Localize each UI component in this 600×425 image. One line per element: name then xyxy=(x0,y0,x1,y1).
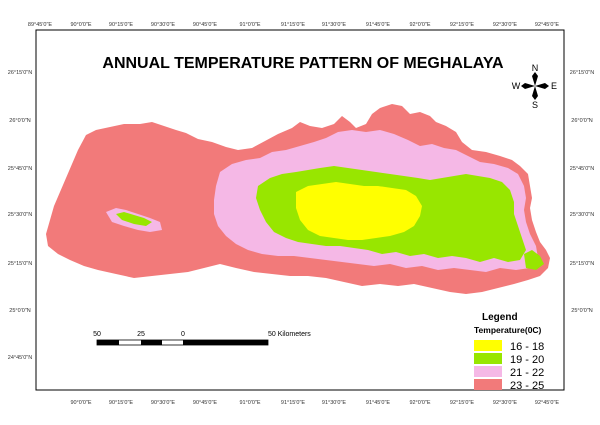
top-tick-label: 92°30'0"E xyxy=(493,22,517,28)
top-tick-label: 92°15'0"E xyxy=(450,22,474,28)
bottom-tick-label: 91°30'0"E xyxy=(322,400,346,406)
left-tick-label: 25°30'0"N xyxy=(8,212,32,218)
compass-west-point xyxy=(521,83,535,89)
north-arrow-icon: N S W E xyxy=(512,63,557,110)
scale-label: 0 xyxy=(181,331,185,338)
top-tick-label: 91°30'0"E xyxy=(322,22,346,28)
top-tick-label: 91°15'0"E xyxy=(281,22,305,28)
top-tick-label: 90°15'0"E xyxy=(109,22,133,28)
compass-south-point xyxy=(532,86,538,100)
top-tick-labels: 89°45'0"E 90°0'0"E 90°15'0"E 90°30'0"E 9… xyxy=(28,22,559,28)
left-tick-label: 26°15'0"N xyxy=(8,70,32,76)
legend-swatch xyxy=(474,353,502,364)
legend: Legend Temperature(0C) 16 - 18 19 - 20 2… xyxy=(474,312,544,392)
top-tick-label: 90°30'0"E xyxy=(151,22,175,28)
compass-east-point xyxy=(535,83,549,89)
top-tick-label: 92°45'0"E xyxy=(535,22,559,28)
bottom-tick-label: 91°0'0"E xyxy=(239,400,260,406)
scale-label: 50 Kilometers xyxy=(268,331,311,338)
top-tick-label: 90°45'0"E xyxy=(193,22,217,28)
bottom-tick-label: 90°45'0"E xyxy=(193,400,217,406)
legend-title: Legend xyxy=(482,312,518,323)
left-tick-label: 26°0'0"N xyxy=(9,118,30,124)
legend-label: 23 - 25 xyxy=(510,380,544,392)
compass-n-label: N xyxy=(532,63,539,73)
legend-item: 19 - 20 xyxy=(474,353,544,366)
left-tick-label: 25°45'0"N xyxy=(8,166,32,172)
left-tick-label: 25°15'0"N xyxy=(8,261,32,267)
top-tick-label: 89°45'0"E xyxy=(28,22,52,28)
bottom-tick-label: 92°30'0"E xyxy=(493,400,517,406)
map-title: ANNUAL TEMPERATURE PATTERN OF MEGHALAYA xyxy=(102,55,504,72)
scale-label: 50 xyxy=(93,331,101,338)
region-19-20 xyxy=(524,250,544,270)
right-tick-label: 25°30'0"N xyxy=(570,212,594,218)
legend-swatch xyxy=(474,366,502,377)
legend-swatch xyxy=(474,379,502,390)
region-19-20 xyxy=(116,212,152,226)
right-tick-label: 25°0'0"N xyxy=(571,308,592,314)
top-tick-label: 90°0'0"E xyxy=(70,22,91,28)
bottom-tick-label: 90°30'0"E xyxy=(151,400,175,406)
top-tick-label: 91°0'0"E xyxy=(239,22,260,28)
scale-segment xyxy=(183,340,268,345)
region-16-18 xyxy=(296,182,422,240)
legend-label: 21 - 22 xyxy=(510,367,544,379)
compass-north-point xyxy=(532,72,538,86)
legend-label: 19 - 20 xyxy=(510,354,544,366)
right-tick-label: 25°15'0"N xyxy=(570,261,594,267)
meghalaya-map xyxy=(46,104,550,294)
bottom-tick-label: 92°15'0"E xyxy=(450,400,474,406)
bottom-tick-label: 91°45'0"E xyxy=(366,400,390,406)
legend-subtitle: Temperature(0C) xyxy=(474,325,542,335)
compass-e-label: E xyxy=(551,81,557,91)
scale-bar: 50 25 0 50 Kilometers xyxy=(93,331,311,346)
compass-w-label: W xyxy=(512,81,521,91)
bottom-tick-label: 90°15'0"E xyxy=(109,400,133,406)
right-tick-labels: 26°15'0"N 26°0'0"N 25°45'0"N 25°30'0"N 2… xyxy=(570,70,594,314)
right-tick-label: 26°0'0"N xyxy=(571,118,592,124)
compass-s-label: S xyxy=(532,100,538,110)
left-tick-label: 24°45'0"N xyxy=(8,355,32,361)
legend-item: 21 - 22 xyxy=(474,366,544,379)
top-tick-label: 92°0'0"E xyxy=(409,22,430,28)
top-tick-label: 91°45'0"E xyxy=(366,22,390,28)
left-tick-labels: 26°15'0"N 26°0'0"N 25°45'0"N 25°30'0"N 2… xyxy=(8,70,32,361)
bottom-tick-label: 92°0'0"E xyxy=(409,400,430,406)
legend-item: 16 - 18 xyxy=(474,340,544,353)
bottom-tick-labels: 90°0'0"E 90°15'0"E 90°30'0"E 90°45'0"E 9… xyxy=(70,400,559,406)
left-tick-label: 25°0'0"N xyxy=(9,308,30,314)
scale-segment xyxy=(97,340,119,345)
legend-item: 23 - 25 xyxy=(474,379,544,392)
legend-swatch xyxy=(474,340,502,351)
right-tick-label: 26°15'0"N xyxy=(570,70,594,76)
scale-label: 25 xyxy=(137,331,145,338)
bottom-tick-label: 91°15'0"E xyxy=(281,400,305,406)
legend-label: 16 - 18 xyxy=(510,341,544,353)
bottom-tick-label: 90°0'0"E xyxy=(70,400,91,406)
right-tick-label: 25°45'0"N xyxy=(570,166,594,172)
scale-segment xyxy=(141,340,162,345)
bottom-tick-label: 92°45'0"E xyxy=(535,400,559,406)
